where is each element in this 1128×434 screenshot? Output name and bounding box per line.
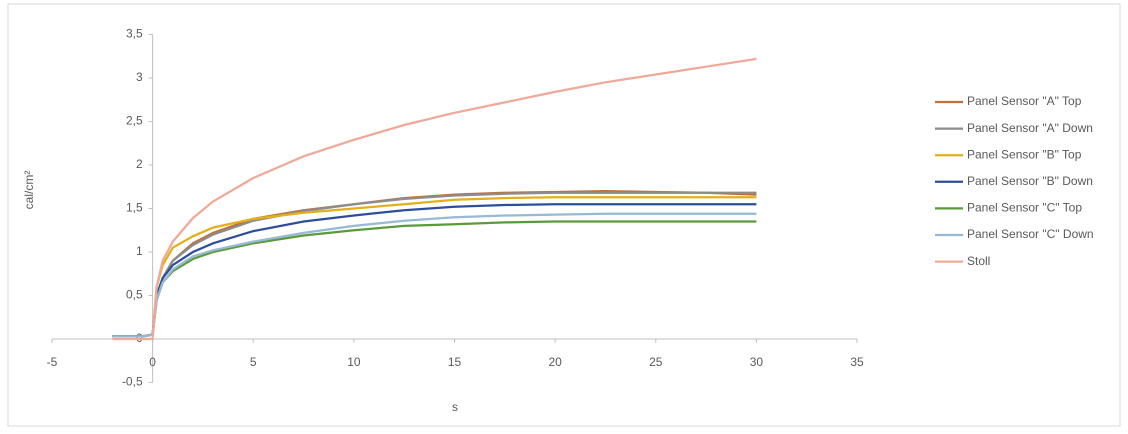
y-tick-label: -0,5: [122, 375, 143, 389]
x-axis-label: s: [452, 400, 458, 414]
y-tick-label: 3,5: [126, 27, 143, 41]
x-tick-label: 5: [250, 355, 257, 369]
legend-label: Panel Sensor "C" Down: [967, 227, 1094, 241]
legend-label: Panel Sensor "C" Top: [967, 201, 1082, 215]
legend-label: Panel Sensor "A" Top: [967, 94, 1082, 108]
x-tick-label: 35: [850, 355, 864, 369]
y-tick-label: 1: [136, 244, 143, 258]
y-tick-label: 1,5: [126, 201, 143, 215]
y-axis-label: cal/cm²: [22, 171, 36, 210]
legend-label: Panel Sensor "B" Down: [967, 174, 1093, 188]
y-tick-label: 2,5: [126, 114, 143, 128]
x-tick-label: 15: [448, 355, 462, 369]
x-tick-label: -5: [47, 355, 58, 369]
x-tick-label: 0: [149, 355, 156, 369]
y-tick-label: 2: [136, 157, 143, 171]
legend-label: Panel Sensor "A" Down: [967, 121, 1093, 135]
series-line: [112, 57, 757, 341]
x-tick-label: 20: [548, 355, 562, 369]
legend-label: Stoll: [967, 254, 990, 268]
y-tick-label: 0,5: [126, 288, 143, 302]
legend-label: Panel Sensor "B" Top: [967, 147, 1082, 161]
x-tick-label: 25: [649, 355, 663, 369]
x-tick-label: 10: [347, 355, 361, 369]
y-tick-label: 3: [136, 70, 143, 84]
x-tick-label: 30: [750, 355, 764, 369]
